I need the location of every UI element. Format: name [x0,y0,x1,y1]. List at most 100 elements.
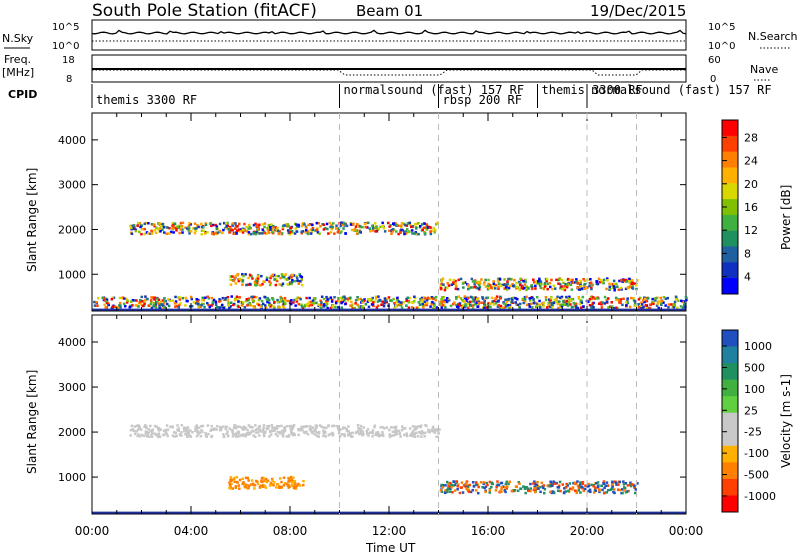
range-cell [495,295,499,298]
range-cell [505,286,508,289]
range-cell [532,301,536,305]
range-cell [529,482,532,486]
range-cell [241,482,244,486]
range-cell [234,485,238,488]
range-cell [592,306,595,309]
range-cell [637,298,641,301]
range-cell [461,299,464,302]
range-cell [457,278,460,282]
range-cell [295,230,299,233]
range-cell [307,223,310,227]
range-cell [446,286,449,290]
range-cell [410,225,413,229]
range-cell [356,424,360,427]
range-cell [268,302,271,305]
range-cell [443,288,447,292]
range-cell [225,432,229,435]
range-cell [183,427,186,431]
range-cell [150,435,154,438]
range-cell [496,480,499,483]
range-cell [623,489,626,492]
range-cell [227,228,230,231]
range-cell [256,482,260,486]
range-cell [256,275,260,278]
range-cell [277,425,281,428]
range-cell [431,430,435,433]
range-cell [498,278,502,281]
range-cell [246,476,249,480]
range-cell [278,306,281,309]
range-cell [308,300,312,304]
range-cell [291,483,294,486]
range-cell [560,285,563,288]
range-cell [353,306,356,310]
range-cell [340,433,344,436]
range-cell [658,300,662,303]
range-cell [534,287,537,290]
range-cell [440,490,444,493]
range-cell [488,480,492,484]
range-cell [461,304,465,307]
range-cell [137,305,140,308]
range-cell [429,230,432,233]
range-cell [233,227,237,230]
range-cell [568,278,572,282]
range-cell [466,296,470,300]
range-cell [446,480,449,484]
range-cell [371,429,375,432]
range-cell [337,427,340,431]
range-cell [290,231,294,235]
range-cell [538,284,542,287]
range-cell [311,431,314,435]
range-cell [316,227,319,230]
range-cell [627,489,630,493]
range-cell [637,306,641,309]
range-cell [577,296,580,299]
range-cell [550,297,553,300]
range-cell [402,427,405,430]
range-cell [151,431,154,434]
range-cell [137,433,140,436]
range-cell [618,480,622,484]
range-cell [598,489,601,492]
range-cell [256,281,259,284]
range-cell [215,227,219,231]
range-cell [273,278,276,281]
range-cell [612,284,616,288]
range-cell [344,232,347,235]
range-cell [582,489,585,493]
range-cell [140,433,144,437]
range-cell [405,434,409,438]
range-cell [355,232,359,235]
range-cell [297,433,300,437]
range-cell [230,295,233,298]
range-cell [273,228,276,232]
range-cell [271,231,274,234]
range-cell [490,485,493,489]
range-cell [418,303,422,306]
range-cell [381,431,384,434]
range-cell [244,273,247,276]
range-cell [265,232,268,235]
range-cell [400,228,403,231]
range-cell [315,301,318,305]
range-cell [632,282,636,285]
range-cell [587,484,591,488]
range-cell [216,425,219,428]
range-cell [194,428,198,431]
range-cell [552,480,555,483]
range-cell [334,227,338,230]
range-cell [263,222,267,225]
range-cell [524,278,527,282]
range-cell [231,222,234,226]
range-cell [281,224,285,228]
range-cell [580,306,583,309]
range-cell [404,232,408,235]
range-cell [617,488,620,491]
range-cell [623,486,626,489]
range-cell [232,476,236,480]
range-cell [325,222,329,226]
range-cell [322,297,326,301]
range-cell [634,491,637,495]
range-cell [252,305,255,308]
